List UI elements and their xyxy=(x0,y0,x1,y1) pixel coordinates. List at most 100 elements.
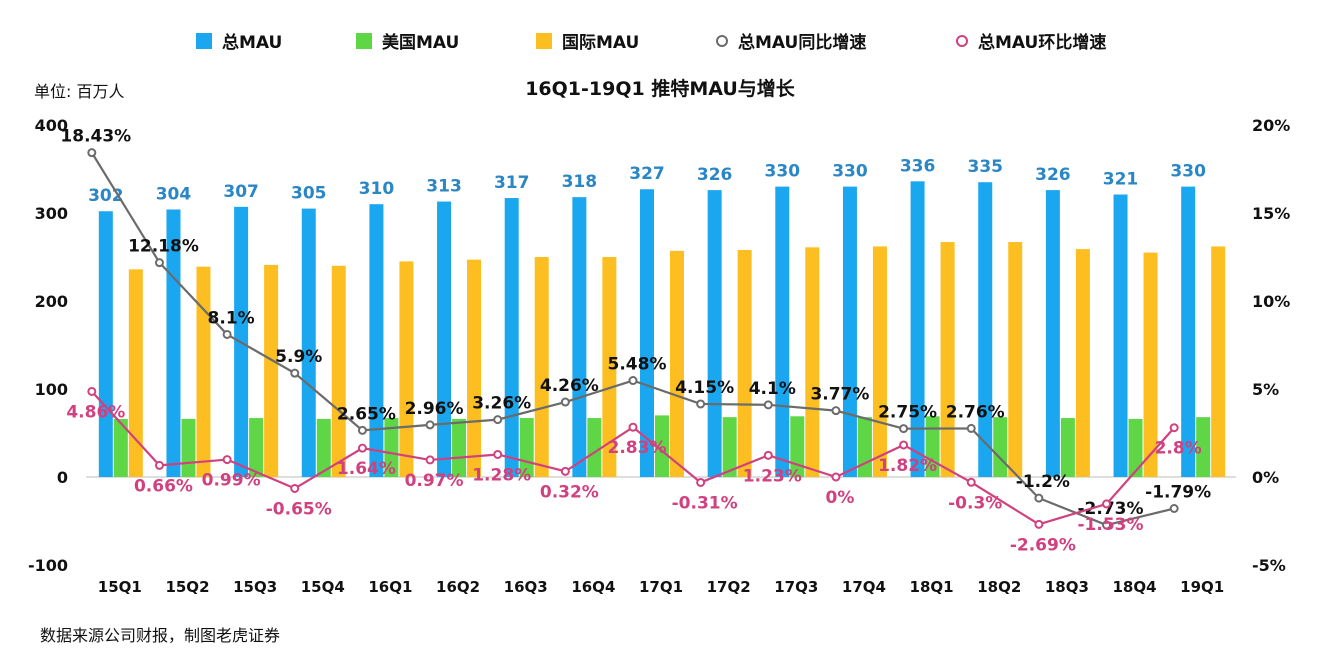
chart-title: 16Q1-19Q1 推特MAU与增长 xyxy=(525,78,795,100)
point-qoq xyxy=(87,386,97,396)
point-yoy xyxy=(763,400,773,410)
bar-total-mau xyxy=(301,208,316,477)
bar-intl-mau xyxy=(264,264,279,477)
x-axis-tick: 19Q1 xyxy=(1180,578,1224,596)
bar-total-mau xyxy=(775,186,790,477)
x-axis-tick: 17Q4 xyxy=(842,578,886,596)
point-qoq xyxy=(493,449,503,459)
point-yoy xyxy=(357,425,367,435)
bar-total-mau xyxy=(166,209,181,478)
data-label-total-mau: 305 xyxy=(291,184,327,204)
data-label-total-mau: 330 xyxy=(1170,162,1206,182)
point-yoy xyxy=(425,420,435,430)
data-label-total-mau: 330 xyxy=(832,162,868,182)
data-label-qoq: 0% xyxy=(826,488,855,508)
data-label-qoq: -0.3% xyxy=(948,493,1002,513)
bar-intl-mau xyxy=(1143,252,1158,477)
legend-yoy-marker xyxy=(716,34,728,47)
point-qoq xyxy=(357,443,367,453)
point-yoy xyxy=(966,423,976,433)
point-yoy xyxy=(560,397,570,407)
bar-total-mau xyxy=(707,190,722,477)
point-yoy xyxy=(154,258,164,268)
bar-intl-mau xyxy=(196,266,211,477)
data-label-qoq: -2.69% xyxy=(1010,535,1076,555)
data-label-qoq: 0.32% xyxy=(540,482,599,502)
point-qoq xyxy=(831,472,841,482)
bar-us-mau xyxy=(1060,418,1075,477)
point-yoy xyxy=(290,368,300,378)
point-qoq xyxy=(696,477,706,487)
data-label-yoy: 5.48% xyxy=(608,355,667,375)
right-axis-tick: 20% xyxy=(1252,116,1290,135)
left-axis-tick: 100 xyxy=(35,380,68,399)
bar-us-mau xyxy=(857,417,872,477)
legend-us-swatch xyxy=(356,32,372,49)
bar-total-mau xyxy=(1045,190,1060,477)
right-axis-tick: 15% xyxy=(1252,204,1290,223)
bar-us-mau xyxy=(1128,418,1143,477)
bar-intl-mau xyxy=(602,257,617,477)
point-yoy xyxy=(899,424,909,434)
bar-total-mau xyxy=(910,181,925,477)
data-label-yoy: 12.18% xyxy=(128,237,199,257)
data-label-qoq: 1.28% xyxy=(472,465,531,485)
point-qoq xyxy=(899,440,909,450)
data-label-total-mau: 318 xyxy=(562,172,598,192)
bar-us-mau xyxy=(452,418,467,477)
data-label-total-mau: 326 xyxy=(697,165,733,185)
point-qoq xyxy=(763,450,773,460)
point-yoy xyxy=(1034,493,1044,503)
data-label-total-mau: 336 xyxy=(900,156,936,176)
left-axis-tick: 200 xyxy=(35,292,68,311)
point-yoy xyxy=(831,406,841,416)
data-label-qoq: -0.31% xyxy=(672,493,738,513)
x-axis-tick: 16Q1 xyxy=(368,578,412,596)
x-axis-tick: 15Q2 xyxy=(165,578,209,596)
bar-us-mau xyxy=(722,417,737,477)
x-axis-tick: 15Q3 xyxy=(233,578,277,596)
data-label-qoq: 1.64% xyxy=(337,459,396,479)
data-label-yoy: 3.26% xyxy=(472,394,531,414)
left-axis-tick: -100 xyxy=(28,556,68,575)
bar-us-mau xyxy=(587,418,602,477)
point-qoq xyxy=(1102,499,1112,509)
bar-total-mau xyxy=(640,189,654,478)
right-axis-tick: 0% xyxy=(1252,468,1279,487)
right-axis-tick: 5% xyxy=(1252,380,1279,399)
x-axis-tick: 18Q2 xyxy=(977,578,1021,596)
data-label-yoy: 4.1% xyxy=(749,379,796,399)
data-label-qoq: 2.83% xyxy=(608,438,667,458)
bar-total-mau xyxy=(842,186,857,477)
data-label-total-mau: 330 xyxy=(765,162,801,182)
data-label-yoy: -1.2% xyxy=(1016,472,1070,492)
left-axis-tick: 300 xyxy=(35,204,68,223)
data-label-qoq: -1.53% xyxy=(1078,515,1144,535)
right-axis-tick: -5% xyxy=(1252,556,1286,575)
data-label-qoq: 0.99% xyxy=(202,471,261,491)
legend-qoq-label: 总MAU环比增速 xyxy=(978,33,1107,53)
x-axis-tick: 15Q1 xyxy=(98,578,142,596)
data-label-qoq: 0.66% xyxy=(134,476,193,496)
bar-intl-mau xyxy=(737,249,752,477)
x-axis-tick: 18Q4 xyxy=(1112,578,1156,596)
legend-total-mau: 总MAU xyxy=(196,28,282,53)
bar-intl-mau xyxy=(805,247,820,477)
point-qoq xyxy=(1169,423,1179,433)
point-qoq xyxy=(966,477,976,487)
data-label-yoy: 2.76% xyxy=(946,402,1005,422)
right-axis-tick: 10% xyxy=(1252,292,1290,311)
data-label-yoy: 3.77% xyxy=(810,385,869,405)
x-axis-tick: 16Q3 xyxy=(504,578,548,596)
point-yoy xyxy=(222,329,232,339)
bar-us-mau xyxy=(113,418,128,477)
legend-intl-label: 国际MAU xyxy=(562,33,640,53)
x-axis-tick: 16Q2 xyxy=(436,578,480,596)
data-label-yoy: 2.65% xyxy=(337,404,396,424)
data-label-yoy: 4.26% xyxy=(540,376,599,396)
bar-total-mau xyxy=(437,201,452,477)
data-label-total-mau: 310 xyxy=(359,179,395,199)
bar-us-mau xyxy=(1196,417,1211,477)
point-qoq xyxy=(628,422,638,432)
